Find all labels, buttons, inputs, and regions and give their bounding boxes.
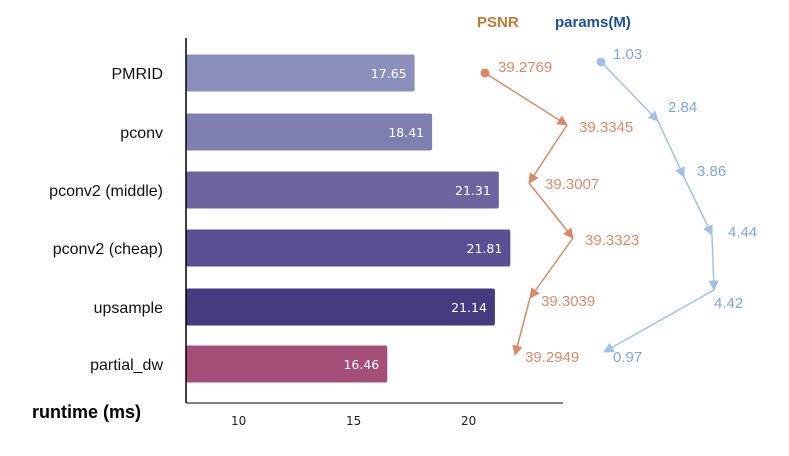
bar-0: [186, 54, 415, 92]
params-value-5: 0.97: [613, 349, 642, 366]
params-arrow-3: [708, 234, 719, 292]
category-label-5: partial_dw: [90, 357, 163, 374]
params-value-1: 2.84: [668, 99, 697, 116]
category-label-0: PMRID: [111, 66, 163, 83]
psnr-arrow-0: [484, 72, 568, 126]
psnr-arrow-1: [528, 124, 568, 184]
psnr-arrow-4: [512, 297, 531, 357]
category-label-3: pconv2 (cheap): [53, 241, 163, 258]
category-label-1: pconv: [120, 125, 163, 142]
psnr-value-2: 39.3007: [545, 176, 599, 193]
category-label-4: upsample: [94, 300, 163, 317]
params-value-3: 4.44: [728, 224, 757, 241]
bar-value-label-5: 16.46: [343, 357, 379, 372]
psnr-title: PSNR: [477, 14, 519, 31]
bar-value-label-0: 17.65: [371, 66, 407, 81]
bars: 17.65 PMRID 18.41 pconv 21.31 pconv2 (middle)…: [49, 54, 511, 383]
params-arrow-1: [657, 120, 685, 178]
bar-value-label-1: 18.41: [388, 125, 424, 140]
category-label-2: pconv2 (middle): [49, 183, 163, 200]
x-tick-label-2: 20: [461, 414, 476, 428]
bar-4: [186, 288, 495, 326]
params-value-2: 3.86: [697, 163, 726, 180]
x-tick-label-0: 10: [231, 414, 246, 428]
psnr-arrow-2: [528, 182, 574, 239]
x-axis-label: runtime (ms): [32, 402, 141, 422]
params-value-0: 1.03: [613, 46, 642, 63]
psnr-annotation: PSNR 39.2769 39.3345 39.3007 39.3323 39.3039 3…: [477, 14, 639, 366]
params-arrow-0: [600, 61, 659, 122]
params-arrow-2: [683, 176, 713, 236]
bar-value-label-3: 21.81: [467, 241, 503, 256]
params-value-4: 4.42: [714, 295, 743, 312]
bar-1: [186, 113, 433, 151]
bar-2: [186, 171, 499, 209]
params-annotation: params(M) 1.03 2.84 3.86 4.44 4.42 0.97: [555, 14, 757, 366]
bar-value-label-2: 21.31: [455, 183, 491, 198]
bar-value-label-4: 21.14: [451, 300, 487, 315]
psnr-value-4: 39.3039: [541, 293, 595, 310]
bar-3: [186, 229, 511, 267]
psnr-value-0: 39.2769: [498, 59, 552, 76]
psnr-arrow-3: [529, 237, 574, 299]
psnr-value-3: 39.3323: [585, 232, 639, 249]
axes: 10 15 20: [185, 38, 563, 428]
params-title: params(M): [555, 14, 631, 31]
x-tick-label-1: 15: [346, 414, 361, 428]
psnr-value-1: 39.3345: [579, 119, 633, 136]
params-arrow-4: [603, 289, 715, 353]
psnr-value-5: 39.2949: [525, 349, 579, 366]
bar-5: [186, 345, 388, 383]
